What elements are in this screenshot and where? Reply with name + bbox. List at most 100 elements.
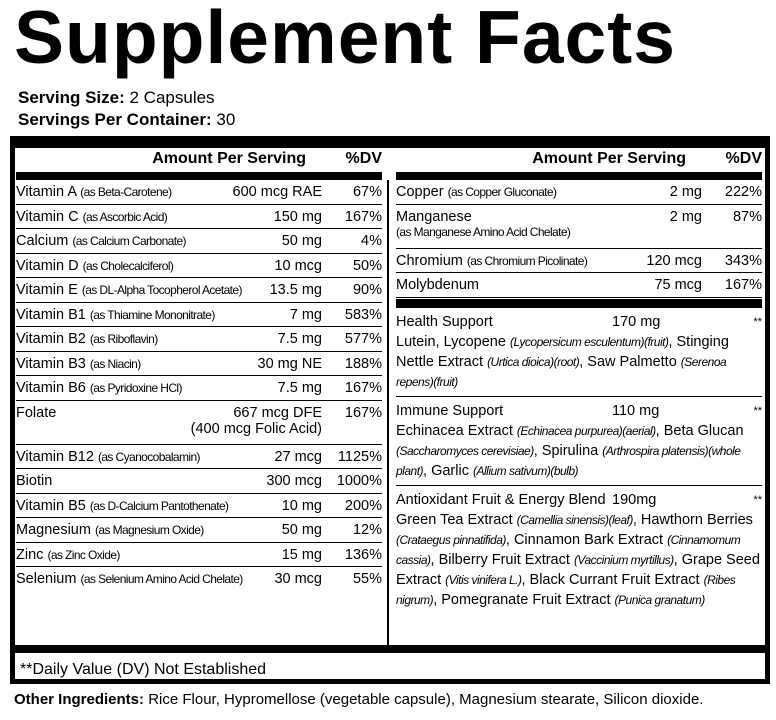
nutrient-name: Magnesium (16, 522, 91, 538)
nutrient-source: (as Niacin) (89, 356, 141, 371)
nutrient-dv: 583% (344, 306, 382, 323)
nutrient-row: Folate 667 mcg DFE (400 mcg Folic Acid) 16… (16, 401, 382, 445)
left-header: Amount Per Serving %DV (16, 148, 382, 180)
nutrient-source: (as Cholecalciferol) (82, 258, 174, 273)
column-divider (387, 180, 389, 645)
nutrient-row: Vitamin C (as Ascorbic Acid) 150 mg 167% (16, 205, 382, 229)
nutrient-name: Molybdenum (396, 277, 480, 293)
nutrient-dv: 67% (352, 184, 382, 200)
nutrient-row: Selenium (as Selenium Amino Acid Chelate… (16, 567, 382, 597)
nutrient-name: Folate (16, 404, 57, 421)
page-title: Supplement Facts (14, 0, 676, 79)
nutrient-amount: 600 mcg RAE (232, 184, 322, 200)
nutrient-amount: 7 mg (289, 306, 322, 323)
nutrient-row: Molybdenum 75 mcg 167% (396, 273, 762, 298)
nutrient-row: Vitamin B2 (as Riboflavin) 7.5 mg 577% (16, 327, 382, 352)
blend-amount: 170 mg (612, 313, 661, 330)
nutrient-source: (as Calcium Carbonate) (72, 234, 186, 248)
nutrient-source: (as Thiamine Mononitrate) (89, 307, 215, 322)
nutrient-name: Vitamin C (16, 208, 79, 225)
nutrient-name: Vitamin B6 (16, 380, 86, 396)
nutrient-row: Vitamin E (as DL-Alpha Tocopherol Acetat… (16, 278, 382, 303)
nutrient-source: (as Pyridoxine HCl) (89, 381, 183, 395)
nutrient-name: Biotin (16, 473, 53, 489)
blend-name: Immune Support (396, 402, 504, 419)
nutrient-row: Copper (as Copper Gluconate) 2 mg 222% (396, 180, 762, 205)
nutrient-name: Vitamin B5 (16, 497, 86, 514)
nutrient-dv: 50% (352, 257, 382, 274)
nutrient-dv: 1125% (337, 448, 382, 465)
nutrient-amount: 50 mg (281, 522, 322, 538)
nutrient-amount: 667 mcg DFE (233, 404, 322, 421)
blend-block: Health Support 170 mg ** Lutein, Lycopene (… (396, 308, 762, 397)
nutrient-name: Vitamin B2 (16, 331, 86, 347)
blend-dv: ** (753, 315, 762, 328)
nutrient-dv: 200% (344, 497, 382, 514)
nutrient-row: Vitamin D (as Cholecalciferol) 10 mcg 50% (16, 254, 382, 278)
nutrient-row: Magnesium (as Magnesium Oxide) 50 mg 12% (16, 518, 382, 543)
nutrient-dv: 343% (724, 252, 762, 269)
blend-divider (396, 298, 762, 308)
nutrient-source: (as DL-Alpha Tocopherol Acetate) (81, 283, 243, 297)
nutrient-dv: 222% (724, 184, 762, 200)
nutrient-source: (as Beta-Carotene) (80, 185, 172, 199)
nutrient-source: (as Manganese Amino Acid Chelate) (396, 224, 571, 239)
nutrient-row: Biotin 300 mcg 1000% (16, 469, 382, 494)
nutrient-dv: 167% (724, 277, 762, 293)
right-column: Amount Per Serving %DV Copper (as Copper … (396, 148, 762, 614)
nutrient-amount: 300 mcg (266, 473, 322, 489)
nutrient-amount-detail: (400 mcg Folic Acid) (190, 420, 322, 437)
nutrient-source: (as Chromium Picolinate) (466, 253, 588, 268)
nutrient-name: Vitamin B1 (16, 306, 86, 323)
footnote: **Daily Value (DV) Not Established (20, 661, 267, 678)
right-header: Amount Per Serving %DV (396, 148, 762, 180)
nutrient-name: Vitamin E (16, 282, 78, 298)
nutrient-row: Chromium (as Chromium Picolinate) 120 mcg… (396, 249, 762, 273)
nutrient-name: Zinc (16, 546, 44, 563)
nutrient-row: Vitamin B5 (as D-Calcium Pantothenate) 10… (16, 494, 382, 518)
nutrient-dv: 87% (732, 208, 762, 225)
facts-box (10, 136, 770, 684)
nutrient-amount: 7.5 mg (277, 380, 322, 396)
nutrient-name: Selenium (16, 571, 77, 587)
nutrient-name: Vitamin A (16, 184, 77, 200)
nutrient-amount: 120 mcg (646, 252, 702, 269)
blend-ingredients: Green Tea Extract (Camellia sinensis)(le… (396, 511, 760, 608)
nutrient-name: Manganese (396, 208, 472, 225)
bottom-divider (10, 645, 770, 653)
nutrient-amount: 2 mg (669, 184, 702, 200)
nutrient-source: (as Magnesium Oxide) (94, 523, 204, 537)
nutrient-name: Copper (396, 184, 444, 200)
nutrient-amount: 10 mcg (274, 257, 322, 274)
nutrient-row: Vitamin B3 (as Niacin) 30 mg NE 188% (16, 352, 382, 376)
nutrient-amount: 75 mcg (654, 277, 702, 293)
nutrient-source: (as D-Calcium Pantothenate) (89, 498, 229, 513)
nutrient-dv: 4% (361, 233, 382, 249)
blend-block: Antioxidant Fruit & Energy Blend 190mg ** G… (396, 486, 762, 614)
nutrient-dv: 188% (344, 355, 382, 372)
nutrient-row: Vitamin A (as Beta-Carotene) 600 mcg RAE 6… (16, 180, 382, 205)
nutrient-amount: 10 mg (281, 497, 322, 514)
blend-dv: ** (753, 404, 762, 417)
blend-block: Immune Support 110 mg ** Echinacea Extract … (396, 397, 762, 486)
nutrient-dv: 1000% (336, 473, 382, 489)
nutrient-dv: 136% (344, 546, 382, 563)
nutrient-source: (as Cyanocobalamin) (97, 449, 201, 464)
blend-amount: 110 mg (612, 402, 660, 419)
nutrient-dv: 12% (352, 522, 382, 538)
blend-name: Health Support (396, 313, 493, 330)
nutrient-name: Vitamin B12 (16, 448, 94, 465)
nutrient-source: (as Zinc Oxide) (47, 547, 120, 562)
blend-amount: 190mg (612, 491, 657, 508)
nutrient-source: (as Copper Gluconate) (447, 185, 557, 199)
nutrient-dv: 167% (344, 208, 382, 225)
nutrient-row: Vitamin B6 (as Pyridoxine HCl) 7.5 mg 167% (16, 376, 382, 401)
nutrient-dv: 577% (344, 331, 382, 347)
left-column: Amount Per Serving %DV Vitamin A (as Beta… (16, 148, 382, 597)
nutrient-amount: 7.5 mg (277, 331, 322, 347)
nutrient-amount: 2 mg (669, 208, 702, 225)
nutrient-dv: 167% (344, 380, 382, 396)
nutrient-source: (as Riboflavin) (89, 332, 158, 346)
nutrient-name: Vitamin D (16, 257, 79, 274)
other-ingredients: Other Ingredients: Rice Flour, Hypromell… (14, 691, 704, 708)
